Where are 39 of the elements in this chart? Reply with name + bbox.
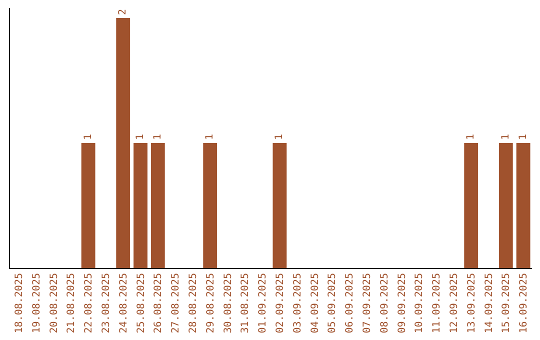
- data-label: 1: [204, 134, 216, 140]
- x-tick-label: 24.08.2025: [118, 273, 130, 334]
- x-tick-label: 27.08.2025: [170, 273, 182, 334]
- x-tick-label: 26.08.2025: [153, 273, 164, 334]
- data-label: 1: [135, 134, 146, 140]
- x-tick-label: 20.08.2025: [48, 273, 60, 334]
- x-tick-label: 07.09.2025: [362, 273, 373, 334]
- x-tick-label: 28.08.2025: [188, 273, 199, 334]
- x-tick-label: 06.09.2025: [344, 273, 356, 334]
- x-tick-label: 12.09.2025: [448, 273, 460, 334]
- x-tick-label: 31.08.2025: [240, 273, 252, 334]
- x-tick-label: 01.09.2025: [258, 273, 269, 334]
- data-label: 1: [466, 134, 477, 140]
- x-tick-label: 21.08.2025: [66, 273, 78, 334]
- x-tick-label: 05.09.2025: [327, 273, 338, 334]
- x-tick-label: 29.08.2025: [205, 273, 216, 334]
- x-tick-label: 30.08.2025: [222, 273, 234, 334]
- x-tick-label: 09.09.2025: [396, 273, 408, 334]
- x-tick-label: 02.09.2025: [274, 273, 286, 334]
- x-tick-label: 08.09.2025: [379, 273, 390, 334]
- x-tick-label: 14.09.2025: [484, 273, 495, 334]
- x-tick-label: 23.08.2025: [100, 273, 112, 334]
- x-tick-label: 11.09.2025: [432, 273, 443, 334]
- data-label: 1: [152, 134, 164, 140]
- x-tick-label: 03.09.2025: [292, 273, 304, 334]
- x-tick-label: 04.09.2025: [310, 273, 321, 334]
- x-tick-label: 18.08.2025: [14, 273, 25, 334]
- x-tick-label: 15.09.2025: [501, 273, 512, 334]
- data-label: 1: [82, 134, 94, 140]
- data-label: 1: [500, 134, 512, 140]
- x-tick-label: 19.08.2025: [31, 273, 42, 334]
- x-tick-label: 13.09.2025: [466, 273, 478, 334]
- x-tick-label: 16.09.2025: [518, 273, 530, 334]
- x-tick-label: 10.09.2025: [414, 273, 426, 334]
- x-tick-label: 22.08.2025: [84, 273, 95, 334]
- data-label: 1: [518, 134, 529, 140]
- data-label: 1: [274, 134, 286, 140]
- x-tick-label: 25.08.2025: [136, 273, 147, 334]
- data-label: 2: [118, 8, 129, 15]
